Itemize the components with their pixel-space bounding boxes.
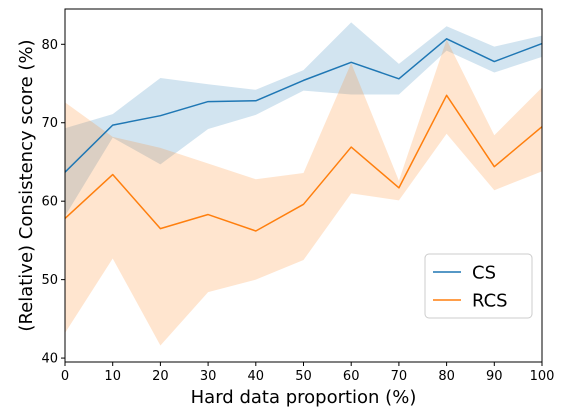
y-tick-label: 60 (41, 195, 58, 210)
x-axis-label: Hard data proportion (%) (191, 387, 417, 407)
y-tick-label: 40 (41, 352, 58, 367)
y-tick-label: 80 (41, 38, 58, 53)
x-axis-ticks: 0 10 20 30 40 50 60 70 80 90 100 (61, 362, 555, 384)
x-tick-label: 80 (438, 369, 455, 384)
x-tick-label: 70 (391, 369, 408, 384)
y-tick-label: 70 (41, 116, 58, 131)
x-tick-label: 90 (486, 369, 503, 384)
y-axis-ticks: 40 50 60 70 80 (41, 38, 65, 367)
legend-label-rcs: RCS (472, 291, 508, 312)
y-axis-label: (Relative) Consistency score (%) (16, 39, 37, 331)
legend-label-cs: CS (472, 263, 496, 284)
x-tick-label: 50 (295, 369, 312, 384)
y-tick-label: 50 (41, 273, 58, 288)
x-tick-label: 0 (61, 369, 69, 384)
x-tick-label: 10 (104, 369, 121, 384)
x-tick-label: 20 (152, 369, 169, 384)
x-tick-label: 100 (530, 369, 555, 384)
x-tick-label: 60 (343, 369, 360, 384)
x-tick-label: 40 (248, 369, 265, 384)
x-tick-label: 30 (200, 369, 217, 384)
legend: CS RCS (425, 254, 532, 318)
